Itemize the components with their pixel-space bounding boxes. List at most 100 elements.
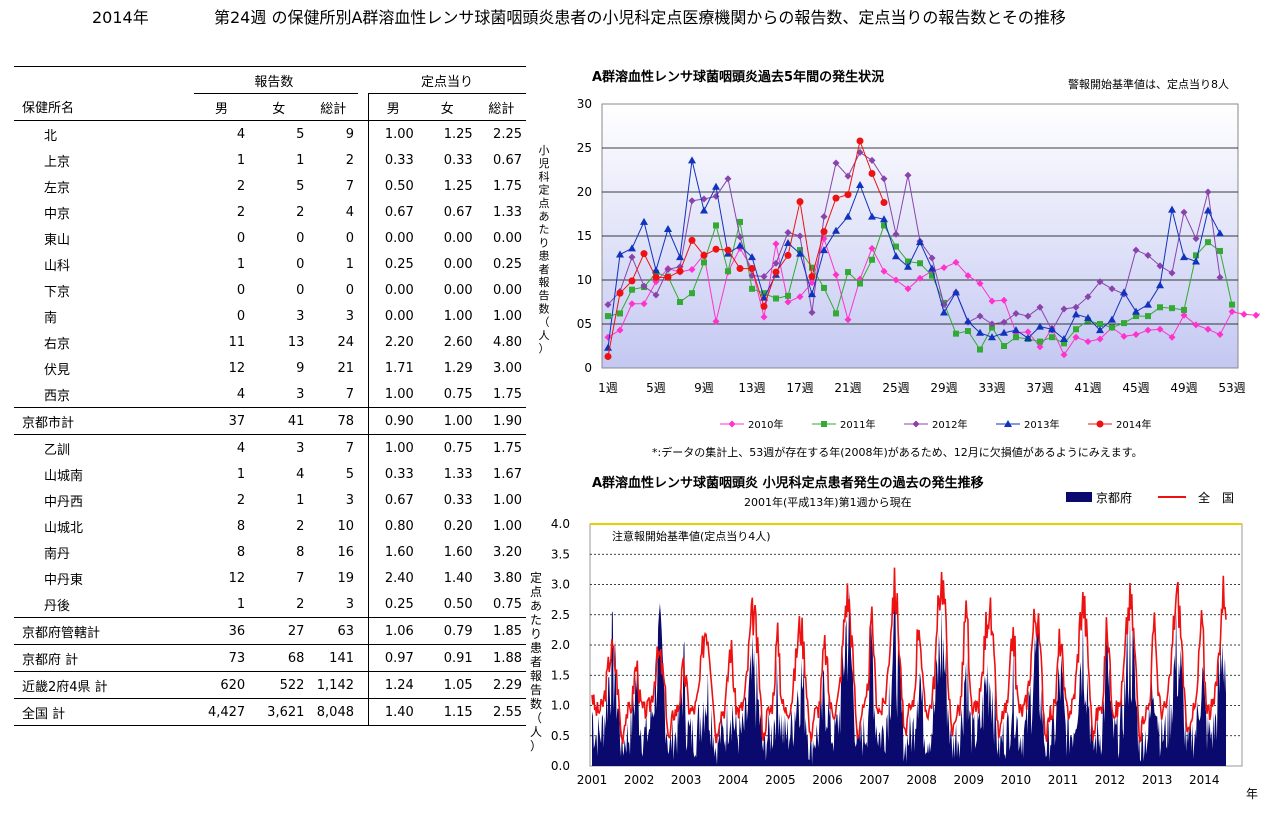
cell-pm: 0.67 — [367, 199, 418, 225]
chart2-legend-kyoto-label: 京都府 — [1096, 490, 1132, 505]
chart2-national-line — [591, 567, 1227, 744]
cell-f: 68 — [249, 644, 309, 672]
cell-pf: 2.60 — [443, 334, 473, 350]
chart1-y-axis-label-char: 児 — [539, 157, 550, 170]
cell-m: 12 — [228, 360, 246, 376]
chart1-data-point — [640, 217, 648, 225]
total-column-header: 総計 — [308, 93, 358, 121]
chart1-data-point — [713, 222, 719, 229]
chart1-data-point — [1121, 320, 1127, 327]
chart1-data-point — [1096, 420, 1104, 428]
chart1-y-axis-label-char: り — [539, 236, 550, 249]
chart1-data-point — [904, 262, 912, 270]
chart1-x-tick-label: 45週 — [1122, 381, 1149, 395]
cell-pf: 1.29 — [443, 360, 473, 376]
chart2-y-axis-label-char: 点 — [530, 585, 542, 599]
cell-pt: 3.20 — [493, 544, 522, 560]
cell-f: 9 — [296, 360, 305, 376]
table-row: 西京 4 3 7 1.00 0.75 1.75 — [14, 381, 526, 408]
cell-pt: 1.75 — [493, 178, 522, 194]
chart1-data-point — [629, 286, 635, 293]
chart1-y-axis-label-char: 者 — [539, 263, 550, 276]
cell-pm: 0.00 — [367, 277, 418, 303]
chart1-data-point — [832, 194, 840, 202]
chart1-data-point — [832, 159, 840, 167]
chart1-y-axis-label-char: 数 — [539, 302, 550, 315]
chart1-data-point — [809, 264, 815, 271]
chart1-data-point — [1108, 315, 1116, 323]
cell-name: 近畿2府4県 計 — [14, 671, 150, 699]
cell-pt: 1.88 — [476, 644, 526, 672]
table-row: 下京 0 0 0 0.00 0.00 0.00 — [14, 277, 526, 303]
chart1-x-tick-label: 37週 — [1026, 381, 1053, 395]
chart1-data-point — [1157, 304, 1163, 311]
chart1-data-point — [1096, 326, 1104, 334]
cell-f: 1 — [296, 492, 305, 508]
chart1-data-point — [724, 175, 732, 183]
cell-t: 78 — [308, 407, 358, 435]
chart1-data-point — [664, 273, 672, 281]
chart1-data-point — [892, 276, 900, 284]
cell-t: 7 — [345, 178, 354, 194]
cell-t: 1 — [345, 256, 354, 272]
chart1-x-tick-label: 33週 — [978, 381, 1005, 395]
cell-pf: 0.20 — [443, 518, 473, 534]
cell-m: 2 — [236, 492, 246, 508]
chart1-data-point — [1216, 331, 1224, 339]
chart1-data-point — [796, 232, 804, 240]
cell-t: 2 — [345, 152, 354, 168]
female-column-header: 女 — [249, 93, 309, 121]
chart1-data-point — [1096, 278, 1104, 286]
table-row: 南丹 8 8 16 1.60 1.60 3.20 — [14, 539, 526, 565]
cell-m: 0 — [236, 230, 246, 246]
chart1-data-point — [1192, 235, 1200, 243]
cell-name: 京都市計 — [14, 407, 150, 435]
cell-pf: 0.75 — [443, 440, 473, 456]
chart1-data-point — [676, 253, 684, 261]
chart2-x-axis-label: 年 — [1246, 787, 1258, 801]
chart1-data-point — [916, 274, 924, 282]
report-table: 報告数 定点当り 保健所名 男 女 総計 男 女 総計 北 4 5 9 1.00 1.25… — [14, 66, 526, 726]
chart1-data-point — [1072, 310, 1080, 318]
cell-pt: 1.00 — [493, 492, 522, 508]
chart1-data-point — [868, 244, 876, 252]
chart1-x-tick-label: 53週 — [1218, 381, 1245, 395]
office-column-header: 保健所名 — [14, 93, 150, 121]
chart1-y-axis-label-char: 小 — [539, 144, 550, 157]
cell-name: 左京 — [44, 180, 71, 196]
chart2-y-axis-label-char: た — [530, 613, 542, 627]
chart1-data-point — [952, 258, 960, 266]
chart1-data-point — [1133, 313, 1139, 320]
report-year: 2014年 — [92, 8, 149, 27]
cell-pm: 0.25 — [367, 251, 418, 277]
chart1-data-point — [652, 291, 660, 299]
cell-f: 13 — [287, 334, 305, 350]
cell-pf: 0.00 — [443, 282, 473, 298]
chart2-y-tick-label: 0.5 — [551, 729, 570, 743]
chart1-x-tick-label: 41週 — [1074, 381, 1101, 395]
chart1-data-point — [784, 298, 792, 306]
chart2-kyoto-area — [592, 584, 1226, 766]
cell-pm: 1.40 — [367, 698, 418, 726]
chart1-data-point — [1156, 281, 1164, 289]
chart2-annotation: 注意報開始基準値(定点当り4人) — [612, 529, 771, 543]
cell-pt: 0.67 — [493, 152, 522, 168]
chart1-data-point — [856, 137, 864, 145]
chart1-x-tick-label: 17週 — [786, 381, 813, 395]
chart2-y-axis-label-char: り — [530, 627, 542, 641]
table-row: 北 4 5 9 1.00 1.25 2.25 — [14, 120, 526, 147]
cell-pt: 1.85 — [476, 617, 526, 645]
cell-m: 0 — [236, 282, 246, 298]
cell-pm: 0.33 — [367, 147, 418, 173]
chart1-data-point — [1060, 351, 1068, 359]
cell-m: 4,427 — [193, 698, 250, 726]
cell-t: 7 — [345, 440, 354, 456]
cell-f: 0 — [296, 256, 305, 272]
table-row: 東山 0 0 0 0.00 0.00 0.00 — [14, 225, 526, 251]
cell-m: 1 — [236, 152, 246, 168]
cell-pf: 1.33 — [443, 466, 473, 482]
chart1-data-point — [640, 250, 648, 258]
cell-t: 9 — [345, 126, 354, 142]
chart1-data-point — [964, 317, 972, 325]
chart1-data-point — [728, 420, 736, 428]
